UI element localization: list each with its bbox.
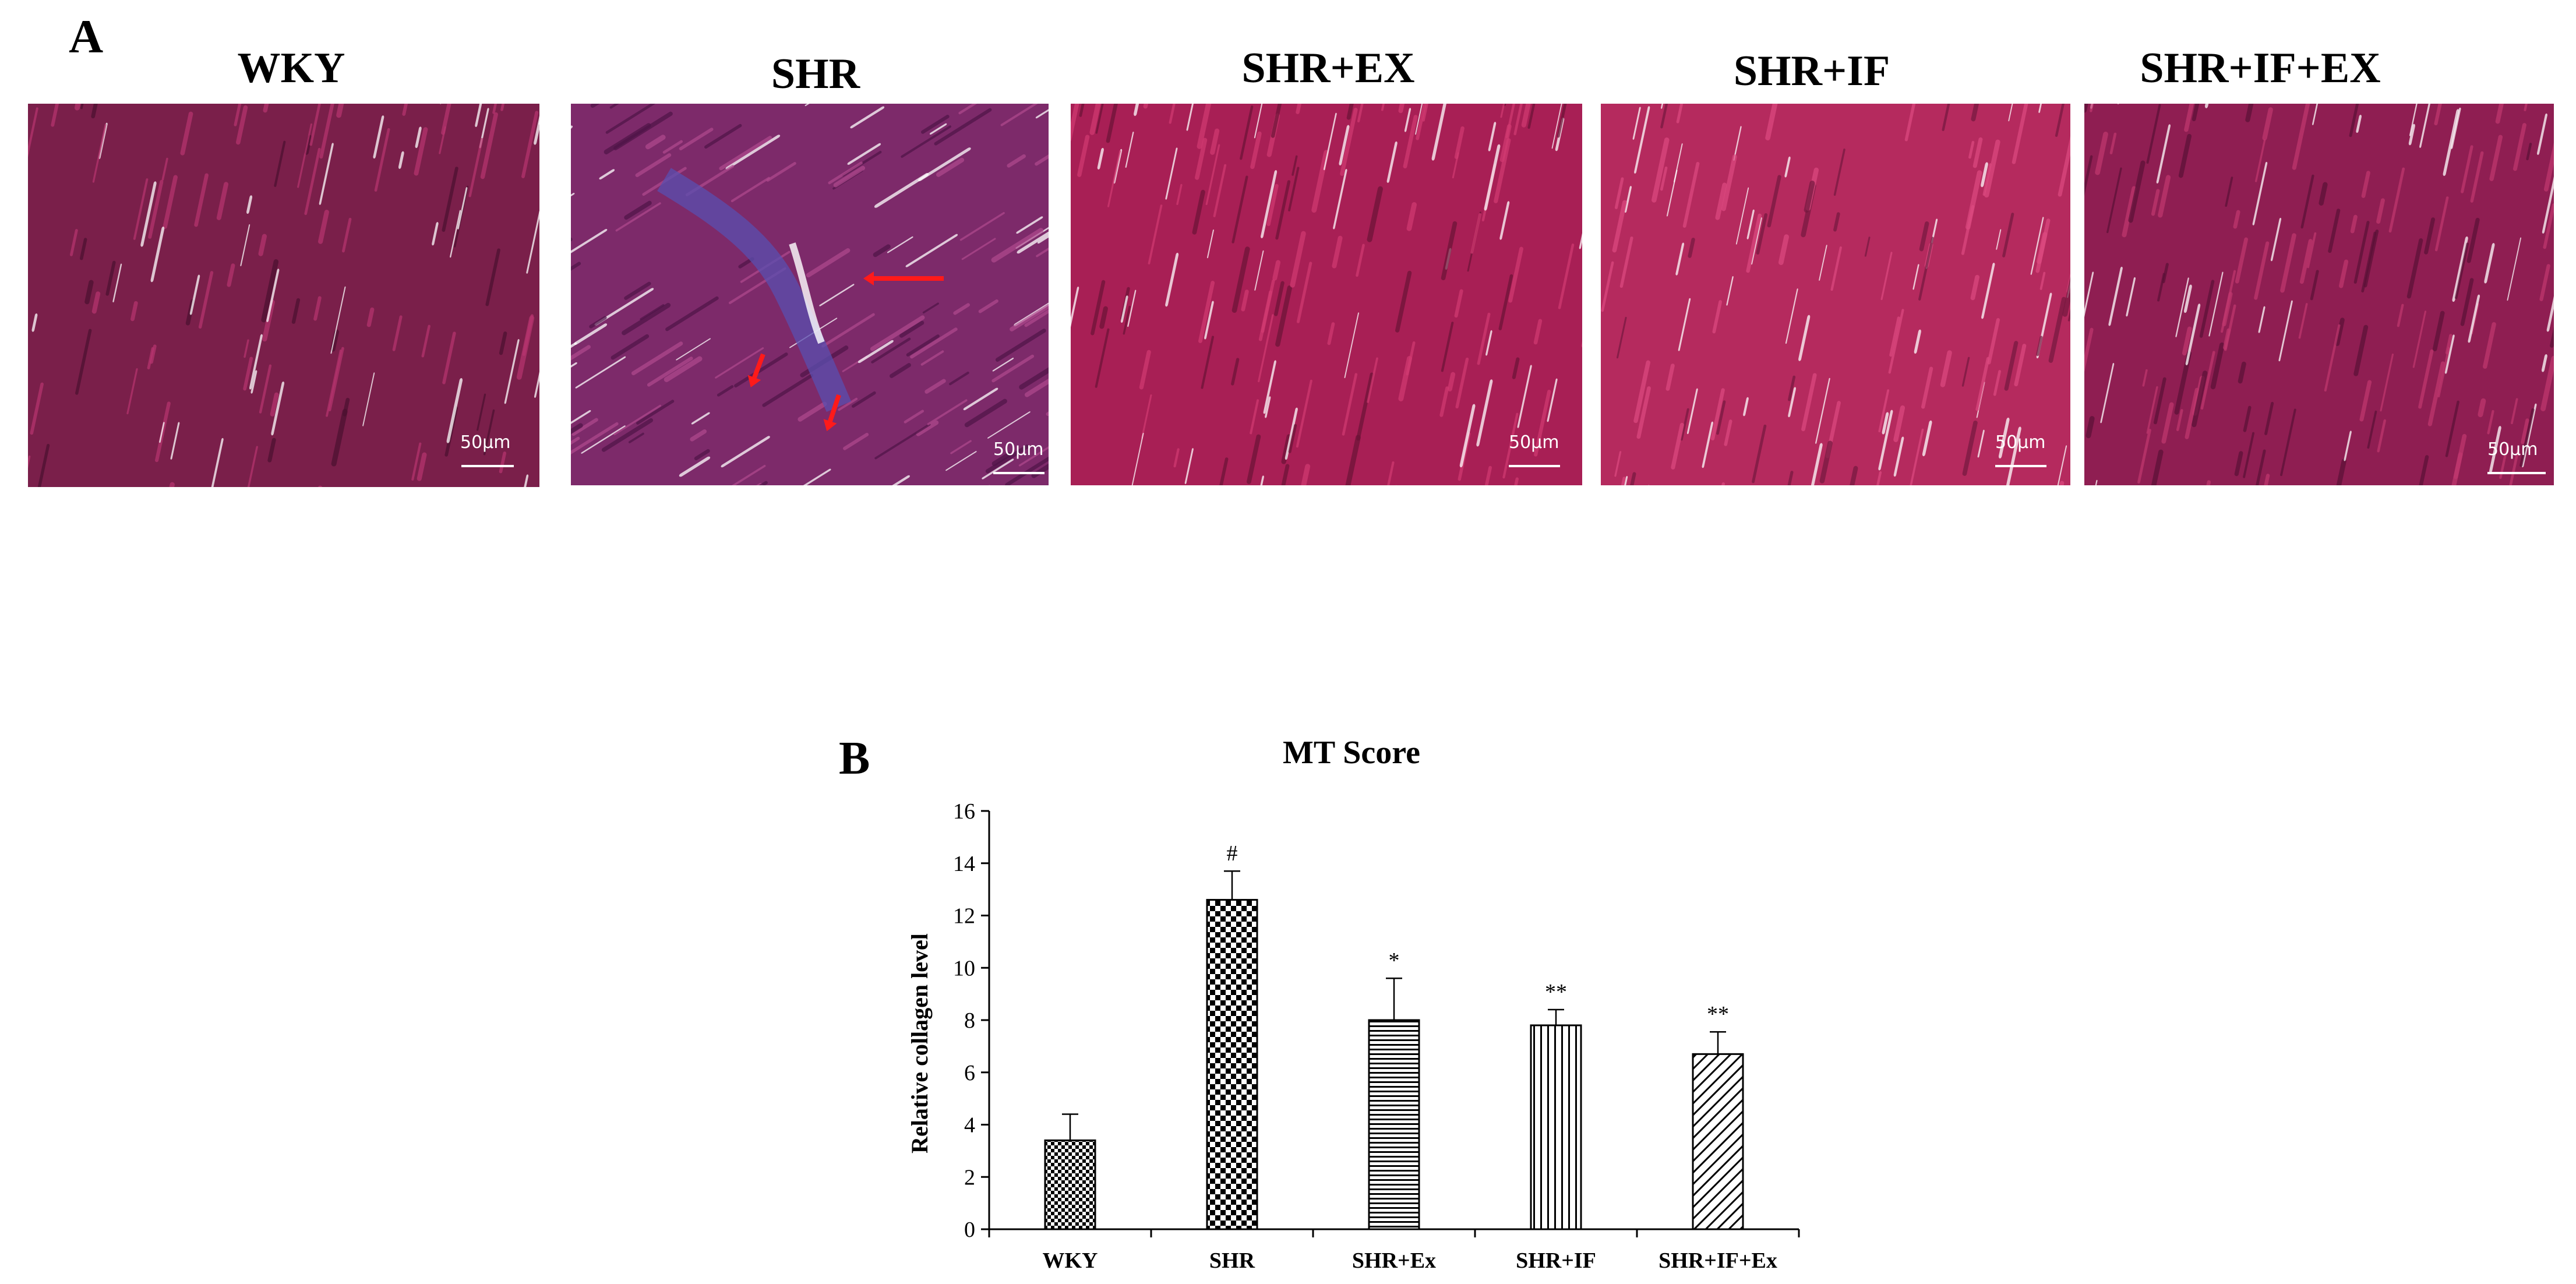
x-tick-label: SHR+IF bbox=[1516, 1248, 1596, 1273]
tissue-texture bbox=[571, 104, 1049, 485]
scale-label-shr-if: 50μm bbox=[1995, 432, 2046, 453]
image-title-shr-ex: SHR+EX bbox=[1241, 44, 1415, 92]
y-tick-label: 4 bbox=[964, 1113, 975, 1138]
scale-label-wky: 50μm bbox=[460, 432, 511, 453]
image-title-shr-if: SHR+IF bbox=[1733, 47, 1890, 95]
error-bar bbox=[1386, 977, 1402, 1020]
error-bar bbox=[1062, 1113, 1078, 1141]
y-tick-label: 14 bbox=[953, 852, 975, 876]
scale-bar-shr bbox=[993, 472, 1044, 474]
x-tick-label: SHR bbox=[1209, 1248, 1255, 1273]
y-axis-label: Relative collagen level bbox=[906, 933, 933, 1154]
bar-shr-if bbox=[1530, 1024, 1582, 1230]
scale-bar-wky bbox=[461, 465, 514, 467]
y-tick-label: 0 bbox=[964, 1218, 975, 1242]
y-tick-label: 6 bbox=[964, 1061, 975, 1085]
image-title-shr: SHR bbox=[771, 50, 860, 98]
bar-wky bbox=[1044, 1139, 1096, 1230]
chart-title: MT Score bbox=[1283, 735, 1420, 771]
micrograph-shr bbox=[571, 104, 1049, 485]
x-tick-label: SHR+Ex bbox=[1352, 1248, 1436, 1273]
panel-b-letter: B bbox=[839, 733, 870, 784]
image-title-shr-if-ex: SHR+IF+EX bbox=[2140, 44, 2381, 92]
tissue-texture bbox=[2084, 104, 2554, 485]
significance-mark: * bbox=[1389, 948, 1400, 973]
tissue-texture bbox=[28, 104, 539, 487]
micrograph-shr-ex bbox=[1071, 104, 1582, 485]
y-tick-label: 10 bbox=[953, 956, 975, 980]
error-bar bbox=[1710, 1031, 1726, 1054]
y-tick-label: 2 bbox=[964, 1165, 975, 1190]
scale-label-shr-if-ex: 50μm bbox=[2487, 439, 2538, 460]
scale-bar-shr-ex bbox=[1509, 465, 1560, 467]
tissue-texture bbox=[1071, 104, 1582, 485]
y-tick-label: 8 bbox=[964, 1008, 975, 1033]
mt-score-chart: MT Score Relative collagen level 0 2 4 6 8 10 12… bbox=[906, 735, 1800, 1273]
micrograph-wky bbox=[28, 104, 539, 487]
red-arrow-icon bbox=[747, 353, 765, 387]
x-tick-label: WKY bbox=[1043, 1248, 1098, 1273]
tissue-texture bbox=[1601, 104, 2070, 485]
y-tick-label: 16 bbox=[953, 799, 975, 824]
micrograph-shr-if-ex bbox=[2084, 104, 2554, 485]
red-arrow-icon bbox=[823, 394, 841, 432]
image-title-wky: WKY bbox=[237, 44, 345, 92]
scale-bar-shr-if-ex bbox=[2487, 472, 2546, 474]
bar-shr-if-ex bbox=[1692, 1053, 1744, 1230]
panel-a-letter: A bbox=[69, 10, 104, 63]
significance-mark: ** bbox=[1545, 980, 1567, 1004]
x-tick-label: SHR+IF+Ex bbox=[1658, 1248, 1777, 1273]
bar-shr-ex bbox=[1368, 1019, 1420, 1230]
scale-bar-shr-if bbox=[1995, 465, 2046, 467]
error-bar bbox=[1548, 1008, 1564, 1025]
error-bar bbox=[1224, 870, 1240, 900]
scale-label-shr: 50μm bbox=[993, 439, 1044, 460]
significance-mark: ** bbox=[1707, 1002, 1729, 1027]
bar-shr bbox=[1206, 899, 1258, 1230]
micrograph-shr-if bbox=[1601, 104, 2070, 485]
scale-label-shr-ex: 50μm bbox=[1509, 432, 1559, 453]
significance-mark: # bbox=[1227, 841, 1238, 866]
y-tick-label: 12 bbox=[953, 904, 975, 929]
red-arrow-icon bbox=[863, 271, 944, 285]
